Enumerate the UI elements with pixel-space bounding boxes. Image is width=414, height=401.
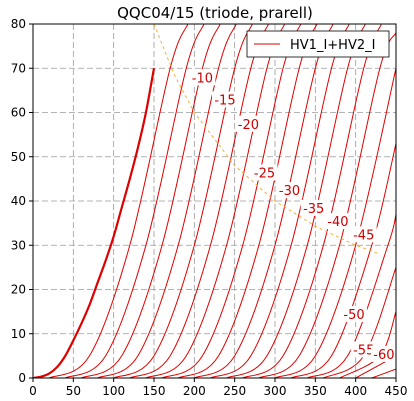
curve-label-bg bbox=[324, 213, 351, 230]
series-line-1 bbox=[48, 24, 189, 378]
curve-label: -30 bbox=[279, 184, 300, 199]
curve-label-bg bbox=[276, 182, 303, 199]
series-line-12 bbox=[226, 24, 366, 378]
x-tick-label: 200 bbox=[183, 384, 206, 398]
curve-label: -55 bbox=[353, 343, 374, 358]
series-line-8 bbox=[161, 24, 302, 378]
y-tick-label: 70 bbox=[11, 61, 26, 75]
x-tick-label: 0 bbox=[29, 384, 37, 398]
y-tick-label: 30 bbox=[11, 238, 26, 252]
curve-label: -40 bbox=[327, 215, 348, 230]
series-line-2 bbox=[65, 24, 205, 378]
series-line-7 bbox=[145, 24, 286, 378]
x-tick-label: 300 bbox=[264, 384, 287, 398]
curve-label: -45 bbox=[353, 228, 374, 243]
curve-label: -10 bbox=[192, 71, 213, 86]
curve-label-bg bbox=[189, 69, 216, 86]
legend: HV1_I+HV2_I bbox=[246, 30, 390, 58]
series-line-9 bbox=[177, 24, 318, 378]
series-line-21 bbox=[371, 368, 396, 378]
series-line-16 bbox=[290, 143, 396, 378]
x-tick-label: 400 bbox=[344, 384, 367, 398]
series-line-17 bbox=[307, 214, 396, 378]
curve-label: -25 bbox=[254, 166, 275, 181]
dissipation-curve bbox=[153, 24, 381, 255]
series-line-4 bbox=[97, 24, 237, 378]
curve-label: -60 bbox=[373, 348, 394, 363]
series-line-11 bbox=[210, 24, 350, 378]
axes: 0 50 100 150 200 250 300 350 400 450 0 10 20 30 40 50 60… bbox=[11, 17, 408, 398]
y-tick-label: 20 bbox=[11, 283, 26, 297]
legend-entry: HV1_I+HV2_I bbox=[290, 38, 375, 53]
y-tick-label: 40 bbox=[11, 194, 26, 208]
curve-label-layer: -10-15-20 -25 -30-35-40 -45 -50 -55-60 bbox=[189, 69, 397, 363]
curve-label-bg bbox=[235, 115, 262, 132]
series-layer bbox=[33, 24, 396, 378]
x-tick-label: 100 bbox=[102, 384, 125, 398]
curve-label-bg bbox=[251, 164, 278, 181]
series-line-6 bbox=[129, 24, 270, 378]
series-line-3 bbox=[81, 24, 221, 378]
x-tick-label: 250 bbox=[223, 384, 246, 398]
curve-label-bg bbox=[341, 306, 368, 323]
y-tick-label: 80 bbox=[11, 17, 26, 31]
curve-label-bg bbox=[300, 199, 327, 216]
series-line-13 bbox=[242, 24, 382, 378]
y-tick-label: 50 bbox=[11, 150, 26, 164]
curve-label: -15 bbox=[214, 93, 235, 108]
curve-label-bg bbox=[350, 341, 377, 358]
x-tick-label: 50 bbox=[66, 384, 81, 398]
curve-label: -20 bbox=[238, 118, 259, 133]
series-line-5 bbox=[113, 24, 253, 378]
curve-label-bg bbox=[350, 226, 377, 243]
series-line-14 bbox=[258, 32, 396, 378]
x-tick-label: 350 bbox=[304, 384, 327, 398]
curve-label-bg bbox=[370, 345, 397, 362]
curve-label: -35 bbox=[303, 202, 324, 217]
y-tick-label: 10 bbox=[11, 327, 26, 341]
y-tick-label: 0 bbox=[18, 371, 26, 385]
curve-label: -50 bbox=[343, 308, 364, 323]
y-tick-label: 60 bbox=[11, 106, 26, 120]
x-tick-label: 150 bbox=[143, 384, 166, 398]
chart-title: QQC04/15 (triode, prarell) bbox=[117, 4, 313, 22]
series-line-0 bbox=[33, 68, 156, 378]
curve-label-bg bbox=[211, 91, 238, 108]
series-line-10 bbox=[194, 24, 334, 378]
series-line-15 bbox=[274, 68, 396, 378]
x-tick-label: 450 bbox=[385, 384, 408, 398]
